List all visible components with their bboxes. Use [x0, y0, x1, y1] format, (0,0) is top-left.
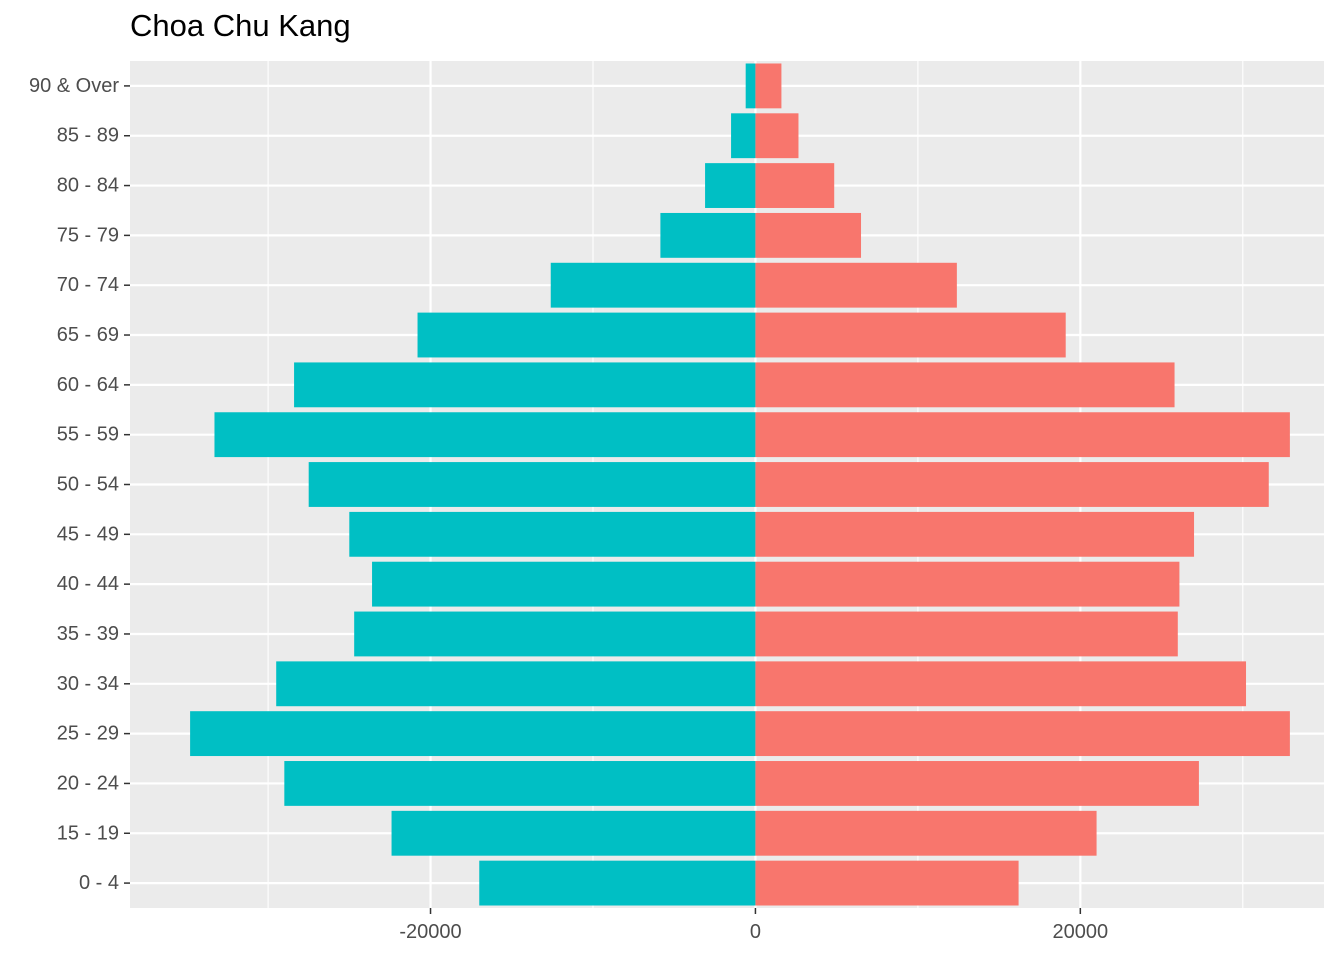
- bar-right-75-79: [755, 212, 862, 258]
- bar-left-85-89: [731, 113, 756, 159]
- bar-left-15-19: [391, 810, 756, 856]
- bar-left-90-over: [745, 63, 756, 109]
- bars-layer: [190, 63, 1290, 906]
- bar-right-0-4: [755, 860, 1019, 906]
- bar-right-85-89: [755, 113, 799, 159]
- y-axis: 0 - 4 15 - 19 20 - 24 25 - 29 30 - 34 35 - 39…: [29, 75, 130, 894]
- bar-right-45-49: [755, 511, 1195, 557]
- bar-right-15-19: [755, 810, 1097, 856]
- y-tick-label: 15 - 19: [57, 822, 119, 844]
- y-tick-label: 55 - 59: [57, 424, 119, 446]
- bar-left-25-29: [190, 711, 756, 757]
- y-tick-label: 40 - 44: [57, 573, 119, 595]
- x-tick-label: 0: [750, 921, 761, 943]
- x-axis: -20000 0 20000: [399, 908, 1108, 943]
- y-tick-label: 50 - 54: [57, 474, 119, 496]
- x-tick-label: 20000: [1053, 921, 1109, 943]
- bar-left-50-54: [308, 462, 756, 507]
- bar-left-60-64: [294, 362, 756, 408]
- y-tick-label: 90 & Over: [29, 75, 119, 97]
- y-tick-label: 45 - 49: [57, 523, 119, 545]
- y-tick-label: 65 - 69: [57, 324, 119, 346]
- bar-left-45-49: [349, 511, 756, 557]
- bar-right-25-29: [755, 711, 1290, 757]
- bar-right-60-64: [755, 362, 1175, 408]
- bar-right-55-59: [755, 412, 1290, 458]
- bar-right-70-74: [755, 262, 957, 308]
- bar-left-70-74: [550, 262, 756, 308]
- y-tick-label: 75 - 79: [57, 224, 119, 246]
- y-tick-label: 30 - 34: [57, 673, 119, 695]
- bar-left-55-59: [214, 412, 756, 458]
- bar-left-35-39: [354, 611, 756, 657]
- bar-right-50-54: [755, 462, 1269, 507]
- y-tick-label: 35 - 39: [57, 623, 119, 645]
- bar-right-30-34: [755, 661, 1247, 707]
- bar-left-75-79: [660, 212, 756, 258]
- bar-right-40-44: [755, 561, 1180, 607]
- bar-left-40-44: [372, 561, 756, 607]
- y-tick-label: 85 - 89: [57, 125, 119, 147]
- bar-left-30-34: [276, 661, 756, 707]
- bar-right-20-24: [755, 761, 1199, 806]
- bar-right-65-69: [755, 312, 1066, 358]
- y-tick-label: 60 - 64: [57, 374, 119, 396]
- x-tick-label: -20000: [399, 921, 461, 943]
- bar-right-90-over: [755, 63, 782, 109]
- y-tick-label: 0 - 4: [79, 872, 119, 894]
- bar-right-35-39: [755, 611, 1178, 657]
- bar-left-0-4: [479, 860, 756, 906]
- y-tick-label: 25 - 29: [57, 723, 119, 745]
- bar-left-80-84: [705, 163, 756, 208]
- y-tick-label: 80 - 84: [57, 175, 119, 197]
- bar-left-20-24: [284, 761, 756, 806]
- bar-right-80-84: [755, 163, 835, 208]
- y-tick-label: 20 - 24: [57, 772, 119, 794]
- bar-left-65-69: [417, 312, 756, 358]
- chart-title: Choa Chu Kang: [130, 8, 351, 43]
- y-tick-label: 70 - 74: [57, 274, 119, 296]
